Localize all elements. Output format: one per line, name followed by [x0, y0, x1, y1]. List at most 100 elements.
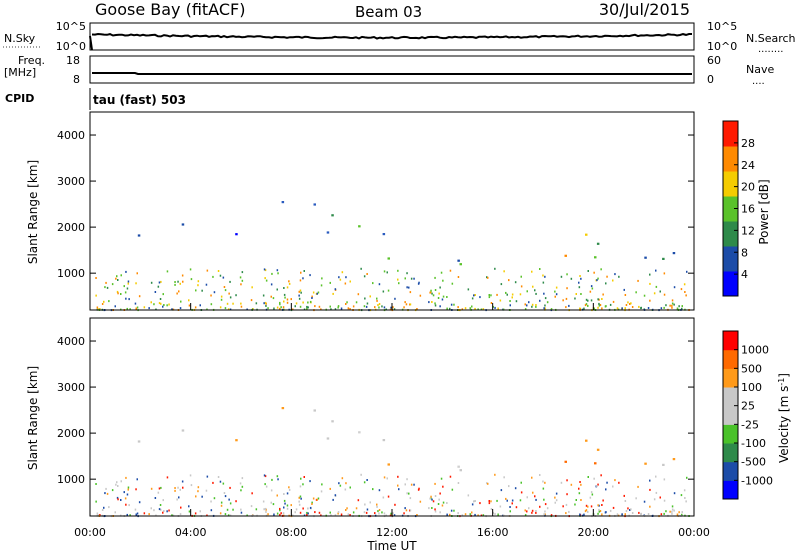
freq-line — [92, 72, 692, 75]
data-point — [387, 257, 390, 260]
data-point — [631, 306, 634, 308]
data-point — [224, 289, 227, 292]
data-point — [337, 512, 339, 515]
data-point — [120, 274, 122, 277]
data-point — [429, 497, 431, 500]
data-point — [554, 290, 556, 293]
data-point — [434, 289, 437, 291]
data-point — [566, 273, 568, 276]
data-point — [136, 272, 138, 275]
data-point — [629, 509, 631, 511]
data-point — [181, 429, 185, 432]
data-point — [590, 285, 593, 288]
data-point — [105, 487, 107, 490]
data-point — [345, 303, 347, 305]
data-point — [311, 503, 313, 505]
data-point — [286, 504, 289, 507]
data-point — [564, 460, 567, 463]
data-point — [162, 511, 164, 514]
data-point — [442, 485, 444, 488]
data-point — [672, 252, 676, 255]
data-point — [197, 490, 199, 493]
data-point — [543, 307, 545, 310]
data-point — [574, 503, 576, 506]
data-point — [618, 481, 620, 484]
data-point — [500, 283, 503, 286]
data-point — [344, 488, 347, 491]
data-point — [363, 511, 366, 514]
data-point — [277, 478, 279, 481]
data-point — [138, 295, 141, 298]
data-point — [457, 482, 460, 484]
data-point — [597, 512, 599, 515]
data-point — [544, 513, 546, 516]
data-point — [535, 498, 537, 501]
data-point — [680, 494, 683, 497]
data-point — [334, 288, 337, 291]
colorbar-swatch — [723, 146, 738, 172]
data-point — [241, 279, 244, 282]
data-point — [263, 302, 265, 305]
data-point — [681, 305, 683, 308]
data-point — [302, 301, 304, 304]
data-point — [341, 271, 344, 274]
data-point — [210, 294, 212, 297]
data-point — [546, 301, 549, 304]
data-point — [406, 272, 408, 275]
data-point — [684, 497, 686, 499]
data-point — [449, 269, 452, 272]
data-point — [197, 486, 200, 489]
data-point — [417, 488, 420, 491]
data-point — [597, 277, 599, 280]
data-point — [524, 509, 526, 512]
y-tick-label: 3000 — [57, 175, 85, 188]
data-point — [544, 304, 546, 307]
data-point — [382, 496, 385, 499]
data-point — [568, 510, 570, 513]
data-point — [457, 259, 460, 262]
data-point — [163, 510, 165, 512]
data-point — [434, 482, 436, 485]
data-point — [364, 503, 366, 506]
data-point — [188, 299, 190, 302]
data-point — [438, 498, 440, 501]
data-point — [612, 506, 615, 509]
data-point — [179, 307, 182, 310]
data-point — [124, 291, 127, 294]
colorbar-swatch — [723, 443, 738, 463]
data-point — [115, 277, 117, 280]
data-point — [635, 291, 637, 294]
data-point — [157, 491, 160, 494]
data-point — [298, 294, 300, 297]
data-point — [594, 462, 597, 465]
data-point — [685, 294, 687, 297]
nsky-line — [91, 32, 692, 40]
velocity-colorbar-label-end: ] — [777, 373, 791, 378]
data-point — [104, 492, 106, 495]
data-point — [166, 510, 168, 513]
data-point — [251, 492, 253, 495]
data-point — [390, 306, 392, 309]
data-point — [228, 292, 230, 295]
data-point — [177, 280, 179, 283]
data-point — [487, 276, 489, 279]
velocity-colorbar-label-main: Velocity [m s — [777, 386, 791, 463]
data-point — [250, 505, 253, 508]
data-point — [638, 511, 640, 514]
data-point — [363, 481, 366, 484]
data-point — [526, 496, 528, 499]
data-point — [286, 286, 289, 289]
x-tick-label: 20:00 — [577, 526, 609, 539]
data-point — [180, 300, 182, 303]
data-point — [306, 511, 308, 514]
data-point — [195, 495, 197, 498]
data-point — [276, 288, 278, 291]
data-point — [95, 500, 97, 503]
data-point — [334, 514, 337, 517]
data-point — [282, 512, 285, 515]
data-point — [627, 507, 629, 510]
data-point — [524, 308, 527, 311]
data-point — [283, 287, 285, 289]
data-point — [418, 487, 420, 490]
colorbar-swatch — [723, 349, 738, 369]
